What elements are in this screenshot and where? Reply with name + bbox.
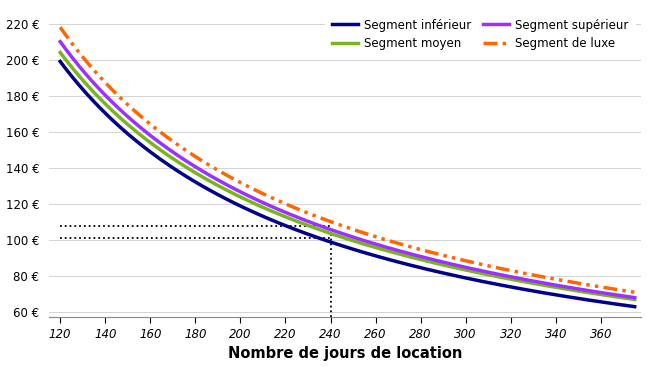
Segment supérieur [333, 229, 340, 234]
Segment inférieur [617, 302, 625, 307]
Line: Segment supérieur: Segment supérieur [60, 41, 635, 298]
X-axis label: Nombre de jours de location: Nombre de jours de location [228, 346, 463, 361]
Segment inférieur [527, 288, 535, 293]
Legend: Segment inférieur, Segment moyen, Segment supérieur, Segment de luxe: Segment inférieur, Segment moyen, Segmen… [325, 11, 635, 58]
Segment de luxe [367, 233, 375, 237]
Segment de luxe [631, 290, 639, 294]
Segment inférieur [631, 305, 639, 309]
Segment inférieur [367, 252, 375, 257]
Segment moyen [617, 295, 625, 300]
Segment de luxe [56, 25, 64, 29]
Segment inférieur [329, 241, 337, 245]
Line: Segment inférieur: Segment inférieur [60, 61, 635, 307]
Segment moyen [329, 232, 337, 236]
Segment inférieur [56, 59, 64, 63]
Segment supérieur [617, 294, 625, 298]
Segment moyen [333, 233, 340, 237]
Segment supérieur [56, 39, 64, 44]
Segment supérieur [631, 295, 639, 300]
Segment moyen [527, 281, 535, 285]
Segment moyen [399, 252, 406, 257]
Segment moyen [367, 244, 375, 248]
Segment inférieur [399, 261, 406, 265]
Line: Segment de luxe: Segment de luxe [60, 27, 635, 292]
Segment supérieur [329, 228, 337, 233]
Line: Segment moyen: Segment moyen [60, 52, 635, 299]
Segment inférieur [333, 242, 340, 246]
Segment de luxe [617, 288, 625, 292]
Segment de luxe [527, 272, 535, 277]
Segment moyen [631, 297, 639, 302]
Segment supérieur [399, 250, 406, 254]
Segment de luxe [399, 242, 406, 247]
Segment moyen [56, 50, 64, 55]
Segment de luxe [333, 222, 340, 226]
Segment supérieur [367, 240, 375, 245]
Segment de luxe [329, 220, 337, 225]
Segment supérieur [527, 279, 535, 283]
